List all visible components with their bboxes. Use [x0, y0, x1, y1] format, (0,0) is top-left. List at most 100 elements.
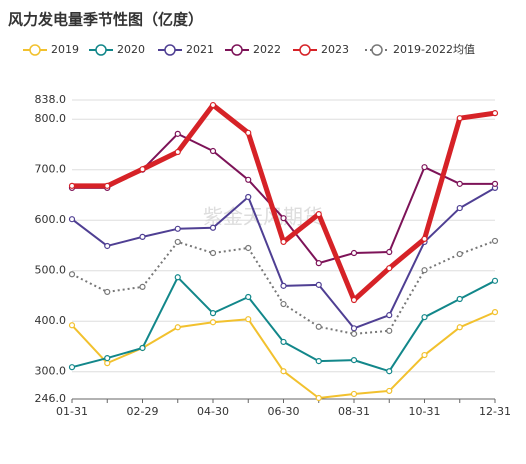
point — [315, 281, 322, 288]
point — [315, 394, 322, 402]
point — [350, 357, 358, 364]
point — [280, 338, 287, 346]
point — [139, 283, 146, 290]
point — [315, 323, 322, 330]
point — [386, 327, 393, 334]
point — [209, 224, 217, 231]
legend-label: 2022 — [253, 43, 281, 56]
point — [280, 282, 287, 289]
point — [104, 242, 111, 250]
point — [104, 360, 111, 367]
point — [245, 193, 252, 201]
point — [174, 274, 181, 281]
point — [421, 267, 428, 274]
point — [174, 238, 181, 246]
legend-label: 2021 — [186, 43, 214, 56]
legend-marker — [29, 44, 41, 56]
legend-label: 2019 — [51, 43, 79, 56]
y-tick-label: 500.0 — [35, 264, 67, 277]
legend-marker — [371, 44, 383, 56]
point — [456, 115, 463, 122]
point — [68, 322, 76, 329]
point — [209, 147, 217, 155]
point — [491, 309, 499, 316]
point — [456, 250, 463, 258]
point — [209, 101, 217, 109]
point — [456, 295, 463, 303]
y-tick-label: 700.0 — [35, 163, 67, 176]
point — [350, 249, 358, 257]
point — [421, 164, 428, 171]
point — [386, 265, 393, 272]
legend-marker — [164, 44, 176, 56]
x-tick-label: 06-30 — [268, 405, 300, 418]
point — [421, 314, 428, 321]
point — [139, 233, 146, 240]
x-tick-label: 12-31 — [479, 405, 511, 418]
point — [491, 180, 499, 187]
point — [245, 176, 252, 183]
point — [491, 110, 499, 117]
point — [68, 216, 76, 223]
x-tick-label: 02-29 — [127, 405, 159, 418]
point — [245, 129, 252, 136]
x-tick-label: 01-31 — [56, 405, 88, 418]
point — [315, 260, 322, 267]
point — [209, 319, 217, 326]
point — [421, 235, 428, 242]
point — [350, 296, 358, 304]
point — [174, 225, 181, 232]
point — [386, 312, 393, 319]
point — [174, 324, 181, 331]
y-tick-label: 400.0 — [35, 314, 67, 327]
point — [386, 248, 393, 256]
point — [386, 387, 393, 395]
point — [491, 237, 499, 245]
point — [174, 148, 181, 156]
legend-marker — [231, 44, 243, 56]
point — [209, 249, 217, 257]
point — [245, 244, 252, 252]
point — [421, 351, 428, 359]
point — [209, 310, 217, 317]
point — [280, 368, 287, 375]
point — [104, 288, 111, 296]
legend-marker — [299, 44, 311, 56]
legend-marker — [95, 44, 107, 56]
y-tick-label: 300.0 — [35, 365, 67, 378]
point — [174, 130, 181, 137]
chart-title: 风力发电量季节性图（亿度） — [8, 11, 203, 29]
point — [68, 364, 76, 371]
y-tick-label: 800.0 — [35, 112, 67, 125]
point — [315, 211, 322, 218]
point — [280, 300, 287, 308]
x-tick-label: 10-31 — [409, 405, 441, 418]
y-tick-label: 246.0 — [35, 392, 67, 405]
point — [350, 325, 358, 332]
point — [245, 316, 252, 323]
x-tick-label: 08-31 — [338, 405, 370, 418]
point — [350, 390, 358, 398]
point — [139, 166, 146, 173]
point — [350, 330, 358, 337]
legend-label: 2023 — [321, 43, 349, 56]
point — [456, 180, 463, 187]
point — [315, 358, 322, 365]
point — [491, 277, 499, 284]
point — [104, 354, 111, 362]
y-tick-label: 838.0 — [35, 93, 67, 106]
point — [280, 215, 287, 222]
point — [456, 324, 463, 331]
point — [386, 368, 393, 375]
point — [245, 293, 252, 301]
point — [68, 182, 76, 189]
point — [104, 182, 111, 189]
point — [456, 204, 463, 212]
y-tick-label: 600.0 — [35, 213, 67, 226]
point — [280, 238, 287, 246]
x-tick-label: 04-30 — [197, 405, 229, 418]
point — [68, 271, 76, 278]
point — [139, 344, 146, 352]
